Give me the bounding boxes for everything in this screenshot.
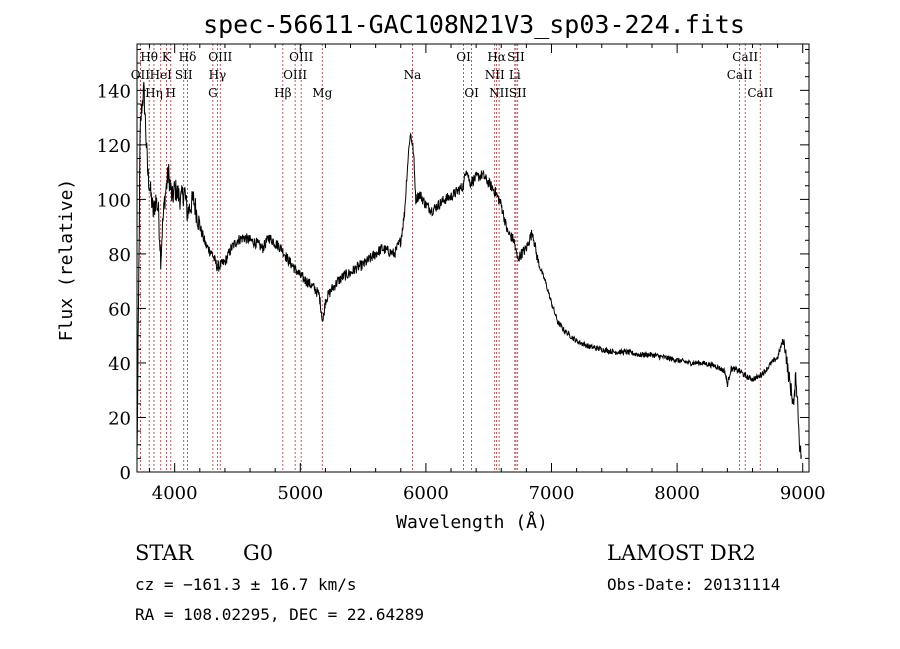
line-label: CaII [727, 68, 753, 82]
line-label: OIII [283, 68, 307, 82]
line-label: Li [509, 68, 521, 82]
obs-date: Obs-Date: 20131114 [607, 575, 780, 594]
spectral-line-markers [139, 44, 761, 472]
line-label: Hδ [179, 50, 197, 64]
line-label: Na [404, 68, 422, 82]
y-tick-label: 100 [97, 190, 131, 211]
x-tick-label: 4000 [152, 483, 198, 504]
y-tick-label: 40 [108, 354, 131, 375]
line-label: Hβ [274, 86, 291, 100]
coordinates: RA = 108.02295, DEC = 22.64289 [135, 605, 424, 624]
line-label: NII [485, 68, 505, 82]
line-label: OIII [289, 50, 313, 64]
line-label: NII [489, 86, 509, 100]
line-label: HeI [150, 68, 173, 82]
line-label: OI [464, 86, 479, 100]
line-label: K [162, 50, 172, 64]
line-label: H [166, 86, 176, 100]
x-tick-label: 6000 [403, 483, 449, 504]
subclass: G0 [243, 541, 273, 565]
line-label: OI [456, 50, 471, 64]
y-axis: 0 20 40 60 80 100 120 140 [97, 48, 809, 484]
x-tick-label: 7000 [529, 483, 575, 504]
x-tick-label: 9000 [780, 483, 826, 504]
plot-frame [136, 43, 810, 473]
x-tick-label: 8000 [654, 483, 700, 504]
line-label: Hθ [140, 50, 158, 64]
line-label: Hγ [209, 68, 227, 82]
line-label: SII [509, 86, 527, 100]
spectral-line-labels: Hθ OII Hη K HeI H Hδ SII OIII Hγ G Hβ OIII OIII Mg Na OI… [131, 50, 774, 100]
line-label: OIII [208, 50, 232, 64]
line-label: Mg [312, 86, 332, 100]
x-axis: 4000 5000 6000 7000 8000 9000 [149, 44, 826, 504]
line-label: CaII [747, 86, 773, 100]
line-label: SII [175, 68, 193, 82]
x-tick-label: 5000 [277, 483, 323, 504]
y-tick-label: 140 [97, 81, 131, 102]
y-tick-label: 20 [108, 408, 131, 429]
line-label: Hη [145, 86, 163, 100]
y-tick-label: 60 [108, 299, 131, 320]
y-tick-label: 0 [120, 463, 131, 484]
object-class: STAR [135, 541, 194, 565]
line-label: SII [507, 50, 525, 64]
line-label: G [208, 86, 218, 100]
y-tick-label: 120 [97, 136, 131, 157]
spectrum-line [136, 82, 802, 460]
chart-title: spec-56611-GAC108N21V3_sp03-224.fits [203, 10, 745, 39]
line-label: Hα [487, 50, 506, 64]
line-label: OII [131, 68, 151, 82]
x-axis-label: Wavelength (Å) [396, 511, 548, 533]
survey-label: LAMOST DR2 [607, 541, 756, 565]
line-label: CaII [732, 50, 758, 64]
y-tick-label: 80 [108, 245, 131, 266]
y-axis-label: Flux (relative) [56, 179, 77, 342]
redshift-info: cz = −161.3 ± 16.7 km/s [135, 575, 357, 594]
